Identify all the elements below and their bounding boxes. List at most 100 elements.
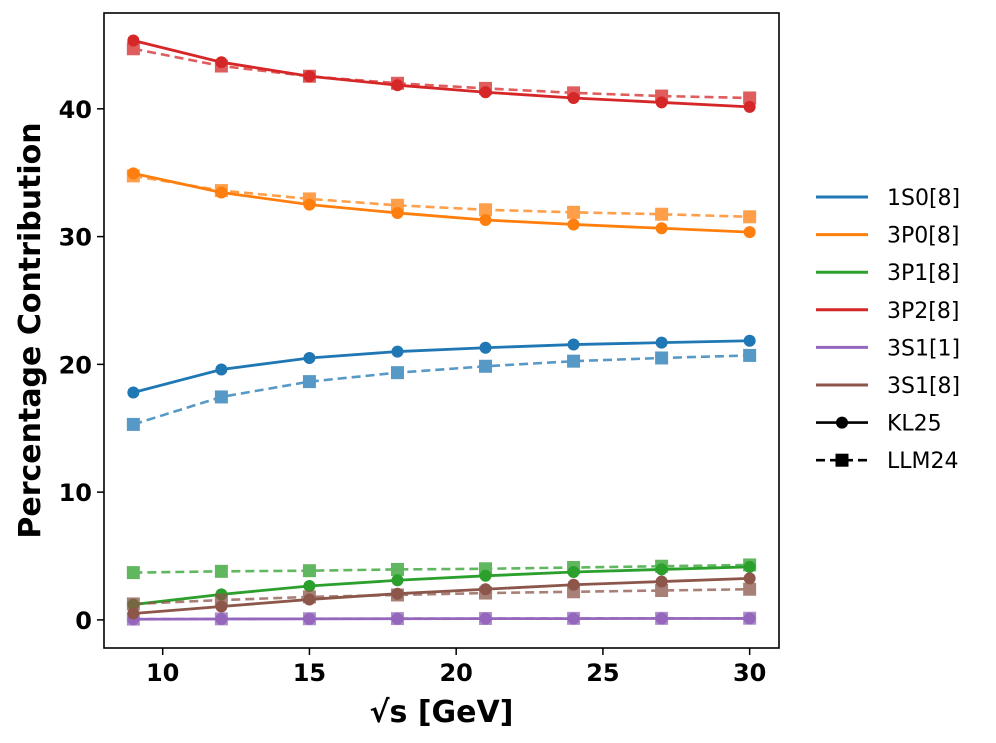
data-point-3p0-8-llm24: [567, 205, 581, 219]
legend-entry-3s1-8: 3S1[8]: [816, 374, 960, 399]
data-point-3s1-8-kl25: [215, 600, 228, 613]
series-3s1-1-kl25: [127, 612, 756, 626]
data-point-3p1-8-kl25: [743, 560, 756, 573]
data-point-3s1-8-kl25: [655, 575, 668, 588]
series-1s0-8-llm24: [126, 348, 757, 431]
series-line-3p2-8-kl25: [133, 39, 750, 109]
data-point-1s0-8-llm24: [390, 366, 404, 380]
legend-label: KL25: [887, 412, 942, 437]
legend-entry-3p1-8: 3P1[8]: [816, 261, 959, 286]
data-point-3s1-8-llm24: [743, 582, 757, 596]
legend-entry-3p2-8: 3P2[8]: [816, 299, 959, 324]
data-point-3s1-8-kl25: [479, 583, 492, 596]
data-point-3p2-8-kl25: [743, 100, 756, 113]
series-line-3p1-8-llm24: [133, 563, 750, 574]
legend-label: 3P2[8]: [887, 299, 959, 324]
series-line-3p0-8-llm24: [133, 174, 750, 219]
series-3p0-8-kl25: [127, 167, 756, 239]
series-1s0-8-kl25: [127, 334, 756, 399]
x-tick-label: 25: [586, 659, 619, 687]
x-tick-label: 10: [146, 659, 179, 687]
data-point-1s0-8-llm24: [743, 348, 757, 362]
data-point-3p1-8-llm24: [214, 564, 228, 578]
series-3s1-8-kl25: [127, 572, 756, 620]
data-point-3p0-8-kl25: [655, 222, 668, 235]
data-point-3p2-8-kl25: [391, 79, 404, 92]
data-point-3p1-8-kl25: [655, 563, 668, 576]
x-axis-title: √s [GeV]: [370, 695, 514, 730]
data-point-1s0-8-llm24: [214, 390, 228, 404]
data-point-3p0-8-llm24: [743, 210, 757, 224]
data-point-1s0-8-kl25: [655, 336, 668, 349]
data-point-3p0-8-kl25: [391, 206, 404, 219]
legend: 1S0[8] 3P0[8] 3P1[8] 3P2[8] 3S1[1] 3S1[8] KL25…: [816, 186, 960, 474]
data-point-1s0-8-llm24: [479, 359, 493, 373]
data-point-3p0-8-kl25: [127, 167, 140, 180]
data-point-3s1-1-kl25: [479, 612, 492, 625]
series-line-3p0-8-kl25: [133, 171, 750, 234]
legend-label: LLM24: [887, 449, 959, 474]
y-tick-label: 40: [59, 96, 92, 124]
series-3p2-8-kl25: [127, 34, 756, 113]
series-3p2-8-llm24: [126, 42, 757, 105]
data-point-3s1-8-llm24: [126, 597, 140, 611]
series-line-1s0-8-llm24: [132, 354, 750, 426]
series-line-1s0-8-kl25: [132, 339, 750, 394]
data-point-3p1-8-kl25: [303, 580, 316, 593]
data-point-3p0-8-llm24: [655, 207, 669, 221]
data-point-3p1-8-llm24: [302, 564, 316, 578]
data-point-3s1-8-llm24: [655, 584, 669, 598]
data-point-1s0-8-kl25: [127, 386, 140, 399]
axis-ticks: 10 15 20 25 30 0 10 20 30 40: [59, 96, 767, 687]
data-point-3p1-8-llm24: [390, 562, 404, 576]
data-point-3p2-8-llm24: [743, 91, 757, 105]
data-point-1s0-8-kl25: [303, 351, 316, 364]
data-point-3p0-8-kl25: [743, 226, 756, 239]
data-point-1s0-8-llm24: [567, 354, 581, 368]
data-point-3p1-8-kl25: [391, 574, 404, 587]
legend-label: 3P0[8]: [887, 224, 959, 249]
data-point-3s1-1-kl25: [303, 612, 316, 625]
data-point-3p0-8-kl25: [479, 213, 492, 226]
data-point-3s1-1-kl25: [567, 612, 580, 625]
legend-entry-kl25: KL25: [816, 412, 942, 437]
plot-frame: [103, 12, 780, 649]
data-point-1s0-8-kl25: [567, 338, 580, 351]
series-line-3s1-1-kl25: [133, 617, 750, 621]
data-point-3s1-1-kl25: [215, 612, 228, 625]
data-point-3p2-8-kl25: [303, 70, 316, 83]
y-tick-label: 20: [59, 351, 92, 379]
data-point-3p0-8-kl25: [303, 198, 316, 211]
legend-label: 3P1[8]: [887, 261, 959, 286]
data-point-1s0-8-kl25: [743, 334, 756, 347]
data-point-3p0-8-kl25: [215, 186, 228, 199]
data-point-3s1-8-kl25: [567, 578, 580, 591]
x-tick-label: 15: [293, 659, 326, 687]
data-point-3p2-8-kl25: [567, 91, 580, 104]
data-point-3p1-8-kl25: [479, 569, 492, 582]
data-point-3p1-8-llm24: [126, 566, 140, 580]
data-point-1s0-8-llm24: [126, 417, 140, 431]
data-point-3p2-8-llm24: [126, 42, 140, 56]
y-tick-label: 30: [59, 224, 92, 252]
legend-entry-3s1-1: 3S1[1]: [816, 336, 960, 361]
data-point-3p0-8-kl25: [567, 218, 580, 231]
y-axis-title: Percentage Contribution: [13, 122, 48, 538]
legend-entry-3p0-8: 3P0[8]: [816, 224, 959, 249]
data-point-3s1-8-kl25: [391, 587, 404, 600]
series-layer: [126, 34, 757, 626]
data-point-1s0-8-kl25: [215, 363, 228, 376]
data-point-3p2-8-kl25: [127, 34, 140, 47]
legend-label: 1S0[8]: [887, 186, 960, 211]
y-tick-label: 10: [59, 479, 92, 507]
data-point-1s0-8-kl25: [479, 341, 492, 354]
data-point-3s1-1-kl25: [655, 612, 668, 625]
legend-marker: [836, 416, 848, 429]
data-point-1s0-8-llm24: [302, 375, 316, 389]
data-point-1s0-8-kl25: [391, 345, 404, 358]
x-tick-label: 30: [733, 659, 766, 687]
data-point-3s1-1-kl25: [391, 612, 404, 625]
data-point-3p2-8-kl25: [655, 96, 668, 109]
legend-label: 3S1[8]: [887, 374, 960, 399]
